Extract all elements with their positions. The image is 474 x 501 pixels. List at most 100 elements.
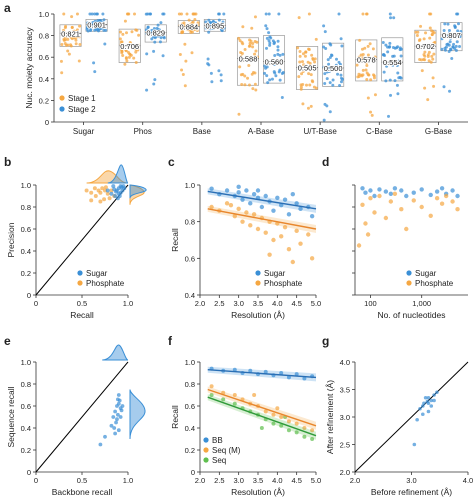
x-tick-label-c: 4.5 xyxy=(291,299,301,308)
point-a-stage-1 xyxy=(360,47,364,51)
legend-marker-c xyxy=(255,280,261,286)
point-a-stage-1 xyxy=(121,32,125,36)
point-a-stage-2 xyxy=(389,16,393,20)
point-a-stage-1 xyxy=(426,98,430,102)
point-a-stage-2 xyxy=(453,24,457,28)
point-a-stage-2 xyxy=(389,93,393,97)
panel-letter-g: g xyxy=(322,334,329,348)
point-a-stage-2 xyxy=(276,45,280,49)
point-a-stage-1 xyxy=(240,52,244,56)
point-d-sugar xyxy=(392,186,398,191)
point-a-stage-2 xyxy=(161,54,165,58)
point-a-stage-1 xyxy=(373,55,377,59)
point-a-stage-1 xyxy=(78,24,82,28)
y-tick-label-f: 1.0 xyxy=(185,358,195,367)
point-d-phosphate xyxy=(392,191,398,196)
point-a-stage-2 xyxy=(447,29,451,33)
point-a-stage-2 xyxy=(222,26,226,30)
point-g-data xyxy=(435,390,439,395)
point-a-stage-2 xyxy=(341,77,345,81)
point-f-seq-m- xyxy=(286,419,291,424)
median-label: 0.807 xyxy=(442,31,461,40)
point-c-sugar xyxy=(290,191,295,197)
point-a-stage-2 xyxy=(459,30,463,34)
point-d-phosphate xyxy=(372,210,377,215)
point-c-sugar xyxy=(251,191,257,197)
point-a-stage-1 xyxy=(123,62,127,66)
y-tick-label-b: 1.0 xyxy=(21,181,31,190)
point-a-stage-2 xyxy=(264,66,268,70)
point-a-stage-1 xyxy=(243,48,247,52)
y-tick-label-c: 0.4 xyxy=(185,291,195,300)
point-a-stage-1 xyxy=(366,96,370,100)
x-tick-label-b: 0.5 xyxy=(77,299,87,308)
point-a-stage-2 xyxy=(325,70,329,74)
point-b-sugar xyxy=(118,184,123,189)
point-a-stage-2 xyxy=(276,52,280,56)
point-a-stage-1 xyxy=(308,61,312,65)
point-b-phosphate xyxy=(105,191,110,196)
density-top-sugar xyxy=(107,164,129,184)
point-a-stage-1 xyxy=(301,52,305,56)
panel-letter-a: a xyxy=(4,1,11,15)
point-a-stage-2 xyxy=(90,12,94,16)
point-a-stage-1 xyxy=(301,102,305,106)
point-a-stage-1 xyxy=(307,12,311,16)
point-a-stage-2 xyxy=(387,114,391,118)
point-a-stage-2 xyxy=(334,63,338,67)
x-tick-label-g: 4.0 xyxy=(463,476,473,485)
point-a-stage-1 xyxy=(190,21,194,25)
point-a-stage-1 xyxy=(181,30,185,34)
y-tick-label-a: 0.6 xyxy=(39,53,49,62)
legend-marker-f xyxy=(203,437,209,443)
point-b-phosphate xyxy=(89,198,94,203)
point-a-stage-2 xyxy=(208,27,212,31)
point-a-stage-2 xyxy=(443,46,447,50)
point-a-stage-2 xyxy=(386,50,390,54)
point-c-phosphate xyxy=(248,223,253,228)
legend-label-f: BB xyxy=(212,436,223,445)
point-d-phosphate xyxy=(360,202,365,207)
category-label-a: Phos xyxy=(134,127,152,136)
point-a-stage-1 xyxy=(246,76,250,80)
point-a-stage-1 xyxy=(137,33,141,37)
point-a-stage-2 xyxy=(219,73,223,77)
point-c-phosphate xyxy=(224,201,230,206)
fit-line-f xyxy=(207,369,317,379)
point-a-stage-2 xyxy=(214,21,218,25)
point-a-stage-1 xyxy=(254,49,258,53)
point-a-stage-2 xyxy=(156,23,160,27)
legend-marker-f xyxy=(203,447,209,453)
point-a-stage-2 xyxy=(339,80,343,84)
point-b-phosphate xyxy=(102,197,107,202)
legend-label-c: Sugar xyxy=(264,269,286,278)
point-a-stage-2 xyxy=(458,35,462,39)
point-g-data xyxy=(422,401,426,406)
point-a-stage-2 xyxy=(210,80,214,84)
point-a-stage-2 xyxy=(337,60,341,64)
point-a-stage-2 xyxy=(265,46,269,50)
point-f-seq xyxy=(209,393,214,397)
x-axis-label-g: Before refinement (Å) xyxy=(371,487,452,497)
point-a-stage-2 xyxy=(334,57,338,61)
y-tick-label-c: 0.6 xyxy=(185,254,195,263)
point-a-stage-2 xyxy=(388,78,392,82)
point-a-stage-2 xyxy=(270,77,274,81)
point-a-stage-1 xyxy=(182,27,186,31)
legend-marker-d xyxy=(406,280,412,286)
point-a-stage-2 xyxy=(395,64,399,67)
point-a-stage-1 xyxy=(311,80,315,84)
point-a-stage-1 xyxy=(297,16,301,20)
point-a-stage-1 xyxy=(369,110,373,114)
point-a-stage-1 xyxy=(298,60,302,64)
point-a-stage-1 xyxy=(134,50,138,54)
point-a-stage-1 xyxy=(365,12,369,16)
median-label: 0.821 xyxy=(61,29,80,38)
point-a-stage-1 xyxy=(66,49,70,53)
legend-marker-b xyxy=(77,270,83,276)
point-a-stage-1 xyxy=(429,60,433,64)
point-a-stage-2 xyxy=(396,45,400,49)
y-tick-label-b: 0.2 xyxy=(21,269,31,278)
point-e-data xyxy=(116,428,121,433)
point-g-data xyxy=(429,404,434,408)
